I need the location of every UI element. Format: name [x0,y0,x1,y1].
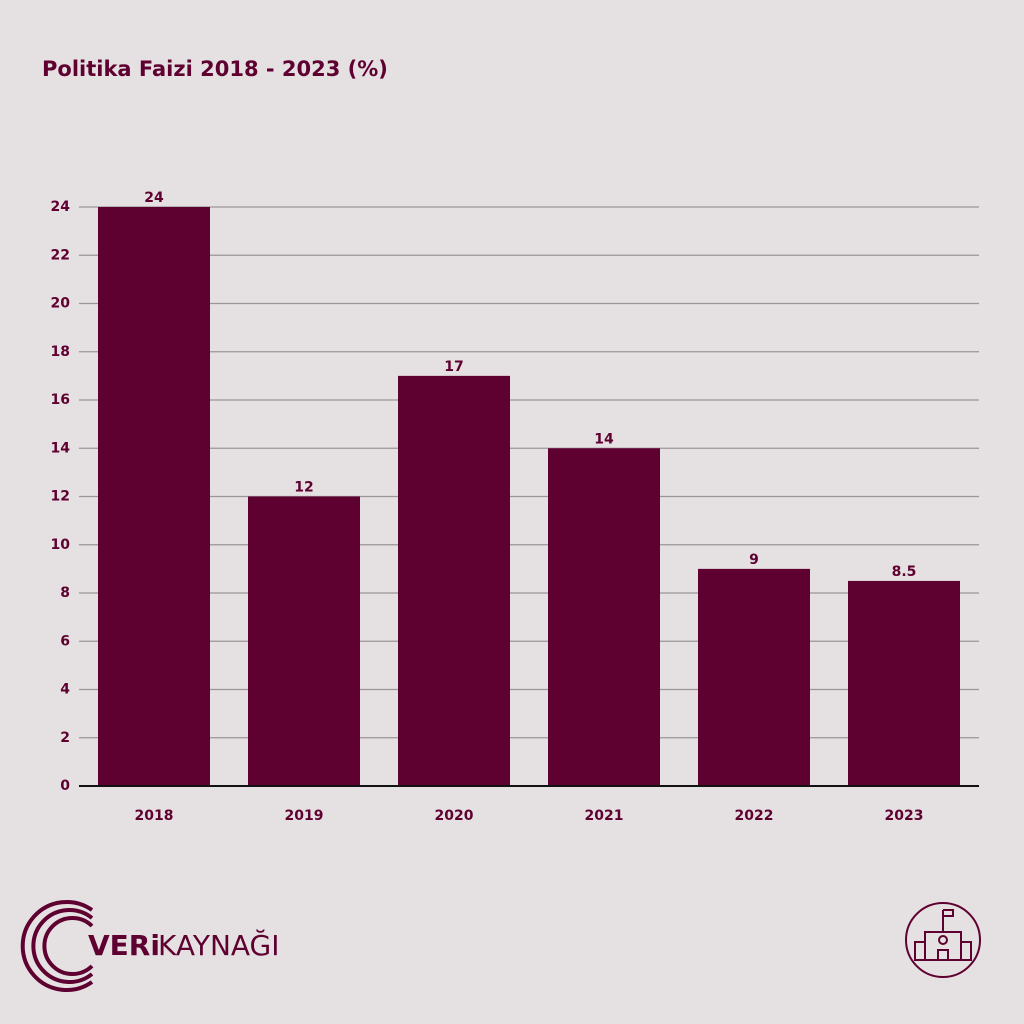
value-label: 24 [144,190,164,206]
logo-arc [42,916,94,976]
x-tick-label: 2019 [285,808,324,824]
x-tick-label: 2018 [135,808,174,824]
bar [848,580,960,786]
y-tick-label: 14 [51,440,71,456]
y-tick-label: 8 [60,585,70,601]
y-tick-label: 10 [51,537,71,553]
bar [248,496,360,786]
y-tick-label: 22 [51,247,70,263]
bar [98,207,210,786]
y-tick-label: 16 [51,392,70,408]
value-label: 9 [749,552,759,568]
x-tick-label: 2020 [435,808,474,824]
y-tick-label: 18 [51,344,70,360]
value-label: 17 [444,359,463,375]
logo-strong: VERi [88,929,160,962]
x-tick-label: 2022 [735,808,774,824]
school-icon [905,902,981,978]
y-tick-label: 4 [60,682,70,698]
y-tick-label: 6 [60,633,70,649]
logo: VERi KAYNAĞI [20,900,280,992]
y-tick-label: 12 [51,489,70,505]
y-tick-label: 24 [51,199,71,215]
x-tick-label: 2023 [885,808,924,824]
logo-arc [20,900,94,992]
logo-rest: KAYNAĞI [158,928,280,962]
y-tick-label: 2 [60,730,70,746]
value-label: 12 [294,480,313,496]
logo-arc [31,908,94,984]
value-label: 8.5 [892,564,917,580]
y-tick-label: 0 [60,778,70,794]
y-tick-label: 20 [51,296,71,312]
chart-title: Politika Faizi 2018 - 2023 (%) [42,57,388,81]
bar [398,375,510,786]
bar [548,448,660,786]
x-tick-label: 2021 [585,808,624,824]
bar [698,568,810,786]
value-label: 14 [594,431,614,447]
